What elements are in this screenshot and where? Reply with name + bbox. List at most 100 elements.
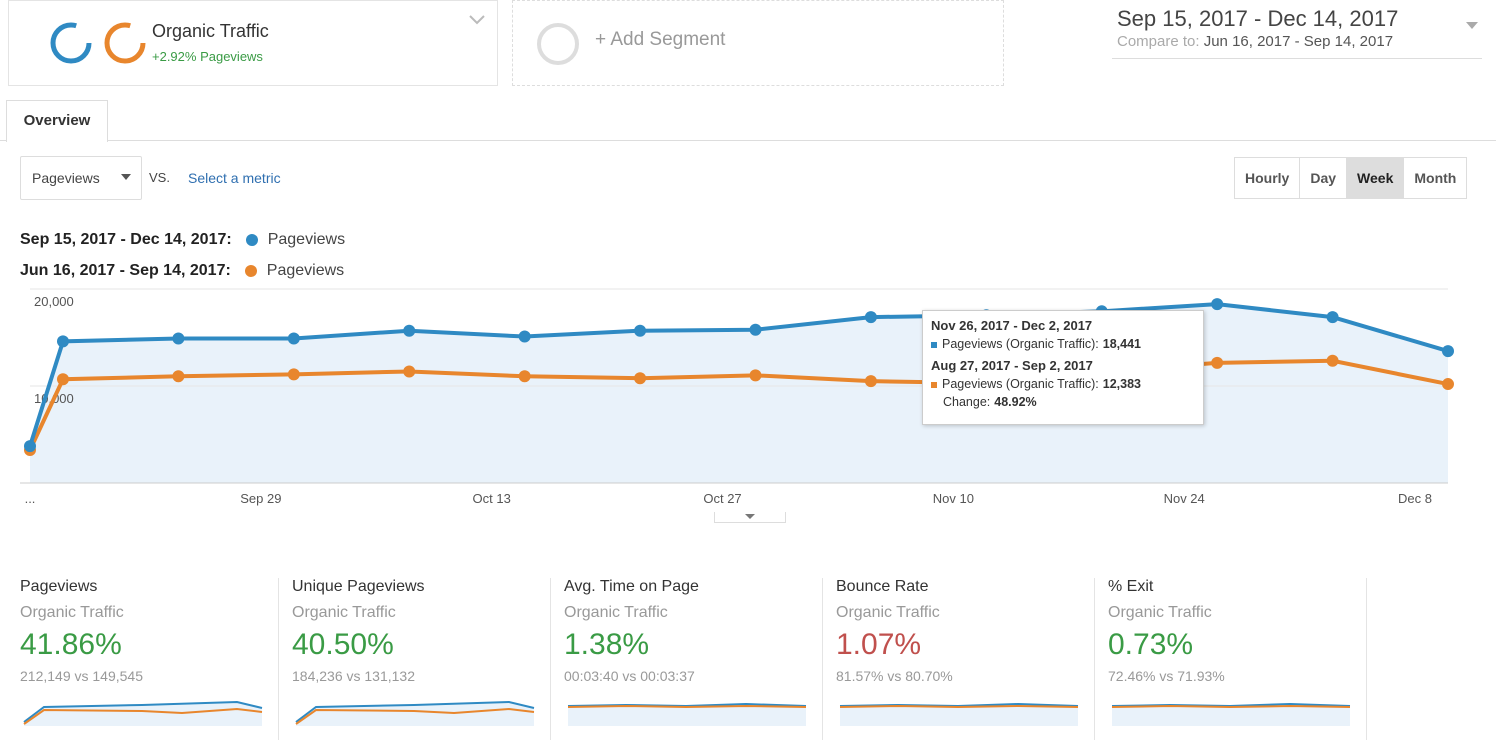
dropdown-arrow — [469, 15, 485, 25]
x-tick-label: Oct 13 — [473, 491, 511, 506]
sparkline-area — [568, 704, 806, 726]
collapse-arrow — [745, 514, 755, 519]
scorecard-segment: Organic Traffic — [836, 604, 940, 621]
point — [287, 368, 300, 381]
sparkline — [23, 700, 263, 726]
scorecard-segment: Organic Traffic — [564, 604, 668, 621]
sparkline-area — [840, 704, 1078, 726]
sparkline-line — [23, 707, 263, 725]
tooltip-value: 18,441 — [1102, 337, 1142, 351]
sparkline — [1111, 702, 1351, 726]
tooltip-metric: Pageviews (Organic Traffic): — [942, 377, 1099, 391]
tooltip-row: Pageviews (Organic Traffic): 12,383 — [931, 377, 1203, 391]
sparkline — [839, 702, 1079, 726]
scorecard[interactable]: % Exit Organic Traffic 0.73% 72.46% vs 71.9… — [1108, 578, 1368, 740]
compare-range: Jun 16, 2017 - Sep 14, 2017 — [1203, 33, 1394, 50]
scorecard-divider — [822, 578, 823, 740]
scorecard[interactable]: Avg. Time on Page Organic Traffic 1.38% 00:… — [564, 578, 824, 740]
date-arrow — [1466, 22, 1478, 29]
tab[interactable]: Overview — [6, 100, 108, 142]
scorecard-change: 1.38% — [564, 628, 650, 661]
tab-line — [0, 140, 1496, 141]
chart-collapse[interactable] — [714, 512, 786, 523]
scorecard-segment: Organic Traffic — [20, 604, 124, 621]
tooltip-change-value: 48.92% — [994, 395, 1037, 409]
scorecard[interactable]: Pageviews Organic Traffic 41.86% 212,149 vs… — [20, 578, 280, 740]
tooltip-swatch — [931, 342, 937, 348]
point — [1211, 298, 1224, 311]
segment-card[interactable]: Organic Traffic +2.92% Pageviews — [8, 0, 498, 86]
point — [749, 323, 762, 336]
legend-row: Sep 15, 2017 - Dec 14, 2017: Pageviews — [20, 224, 345, 255]
tooltip-date: Nov 26, 2017 - Dec 2, 2017 — [931, 318, 1093, 333]
x-tick-label: Nov 24 — [1164, 491, 1205, 506]
date-picker[interactable]: Sep 15, 2017 - Dec 14, 2017 Compare to: … — [1112, 4, 1482, 59]
date-range: Sep 15, 2017 - Dec 14, 2017 — [1117, 6, 1399, 31]
scorecard-divider — [278, 578, 279, 740]
select-metric[interactable]: Select a metric — [188, 170, 281, 186]
sparkline-line — [567, 704, 807, 709]
point — [864, 311, 877, 324]
tooltip-date: Aug 27, 2017 - Sep 2, 2017 — [931, 358, 1093, 373]
scorecard-change: 41.86% — [20, 628, 122, 661]
x-tick-label: ... — [25, 491, 36, 506]
legend-dot — [245, 233, 258, 246]
point — [1326, 354, 1339, 367]
scorecard-divider — [550, 578, 551, 740]
scorecard-metric: Avg. Time on Page — [564, 578, 699, 595]
sparkline-line — [295, 707, 535, 725]
vs-label: VS. — [149, 170, 170, 185]
scorecard-metric: Unique Pageviews — [292, 578, 425, 595]
scorecard-metric: % Exit — [1108, 578, 1154, 595]
segment-placeholder — [537, 23, 579, 65]
legend-period: Sep 15, 2017 - Dec 14, 2017: — [20, 230, 232, 248]
sparkline-line — [23, 700, 263, 723]
granularity-button[interactable]: Week — [1347, 158, 1405, 198]
point — [749, 369, 762, 382]
segment-icons — [50, 22, 146, 64]
legend-period: Jun 16, 2017 - Sep 14, 2017: — [20, 261, 231, 279]
point — [518, 370, 531, 383]
point — [24, 440, 36, 453]
compare-label-text: Compare to: — [1117, 33, 1200, 50]
add-segment[interactable]: + Add Segment — [512, 0, 1004, 86]
point — [287, 332, 300, 345]
point — [56, 373, 69, 386]
scorecard-change: 0.73% — [1108, 628, 1194, 661]
x-tick-label: Oct 27 — [703, 491, 741, 506]
x-tick-label: Sep 29 — [240, 491, 281, 506]
point — [1211, 356, 1224, 369]
granularity-button[interactable]: Hourly — [1235, 158, 1301, 198]
scorecard-comparison: 212,149 vs 149,545 — [20, 668, 143, 684]
metric-select-label: Pageviews — [32, 170, 100, 186]
scorecard[interactable]: Bounce Rate Organic Traffic 1.07% 81.57% vs… — [836, 578, 1096, 740]
compare-label: Compare to: Jun 16, 2017 - Sep 14, 2017 — [1117, 33, 1393, 50]
add-segment-label: + Add Segment — [595, 29, 726, 50]
point — [172, 332, 185, 345]
scorecard-comparison: 81.57% vs 80.70% — [836, 668, 953, 684]
point — [1442, 378, 1454, 391]
point — [518, 330, 531, 343]
granularity-button[interactable]: Month — [1404, 158, 1468, 198]
scorecard-comparison: 72.46% vs 71.93% — [1108, 668, 1225, 684]
metric-arrow — [121, 174, 131, 180]
point — [634, 372, 647, 385]
sparkline-line — [1111, 704, 1351, 709]
scorecard-metric: Pageviews — [20, 578, 98, 595]
scorecard[interactable]: Unique Pageviews Organic Traffic 40.50% 184… — [292, 578, 552, 740]
tooltip-row: Pageviews (Organic Traffic): 18,441 — [931, 337, 1203, 351]
scorecard-comparison: 00:03:40 vs 00:03:37 — [564, 668, 695, 684]
metric-select[interactable]: Pageviews — [20, 156, 142, 200]
point — [1326, 311, 1339, 324]
scorecard-divider — [1094, 578, 1095, 740]
scorecard-comparison: 184,236 vs 131,132 — [292, 668, 415, 684]
series-line — [28, 302, 1449, 447]
point — [1442, 345, 1454, 358]
tooltip-metric: Pageviews (Organic Traffic): — [942, 337, 1099, 351]
granularity: Hourly Day Week Month — [1234, 157, 1468, 199]
scorecard-change: 40.50% — [292, 628, 394, 661]
granularity-button[interactable]: Day — [1300, 158, 1348, 198]
legend: Sep 15, 2017 - Dec 14, 2017: Pageviews Jun… — [20, 224, 345, 286]
